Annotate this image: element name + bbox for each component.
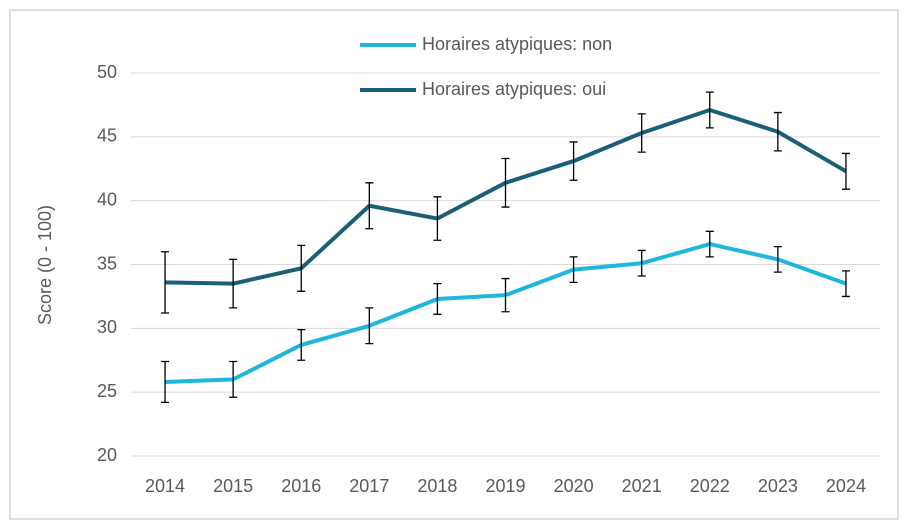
error-bar — [705, 230, 714, 258]
x-tick-label: 2020 — [554, 476, 594, 496]
x-tick-label: 2016 — [281, 476, 321, 496]
y-tick-label: 45 — [97, 126, 117, 146]
error-bar — [637, 249, 646, 277]
x-tick-label: 2024 — [826, 476, 866, 496]
y-tick-label: 30 — [97, 317, 117, 337]
error-bar — [433, 196, 442, 241]
x-tick-label: 2017 — [349, 476, 389, 496]
error-bar — [773, 111, 782, 152]
error-bar — [365, 182, 374, 230]
x-tick-label: 2018 — [417, 476, 457, 496]
y-tick-label: 20 — [97, 445, 117, 465]
error-bar — [773, 245, 782, 273]
x-tick-label: 2022 — [690, 476, 730, 496]
error-bar — [161, 360, 170, 404]
x-tick-label: 2023 — [758, 476, 798, 496]
error-bar — [841, 152, 850, 190]
x-tick-label: 2014 — [145, 476, 185, 496]
error-bar — [297, 244, 306, 292]
error-bar — [841, 270, 850, 298]
error-bar — [297, 328, 306, 361]
y-tick-label: 35 — [97, 253, 117, 273]
error-bar — [501, 157, 510, 208]
legend-label: Horaires atypiques: oui — [422, 79, 606, 99]
error-bar — [637, 113, 646, 153]
error-bar — [433, 283, 442, 315]
error-bar — [229, 258, 238, 309]
y-tick-label: 50 — [97, 62, 117, 82]
x-tick-label: 2021 — [622, 476, 662, 496]
error-bar — [365, 307, 374, 345]
error-bar — [501, 277, 510, 313]
legend-label: Horaires atypiques: non — [422, 34, 612, 54]
y-tick-label: 40 — [97, 189, 117, 209]
y-tick-label: 25 — [97, 381, 117, 401]
error-bar — [569, 141, 578, 181]
error-bar — [569, 256, 578, 284]
x-tick-label: 2015 — [213, 476, 253, 496]
x-tick-label: 2019 — [485, 476, 525, 496]
error-bar — [161, 251, 170, 314]
error-bar — [229, 360, 238, 398]
y-axis-label: Score (0 - 100) — [35, 205, 55, 325]
error-bar — [705, 91, 714, 129]
